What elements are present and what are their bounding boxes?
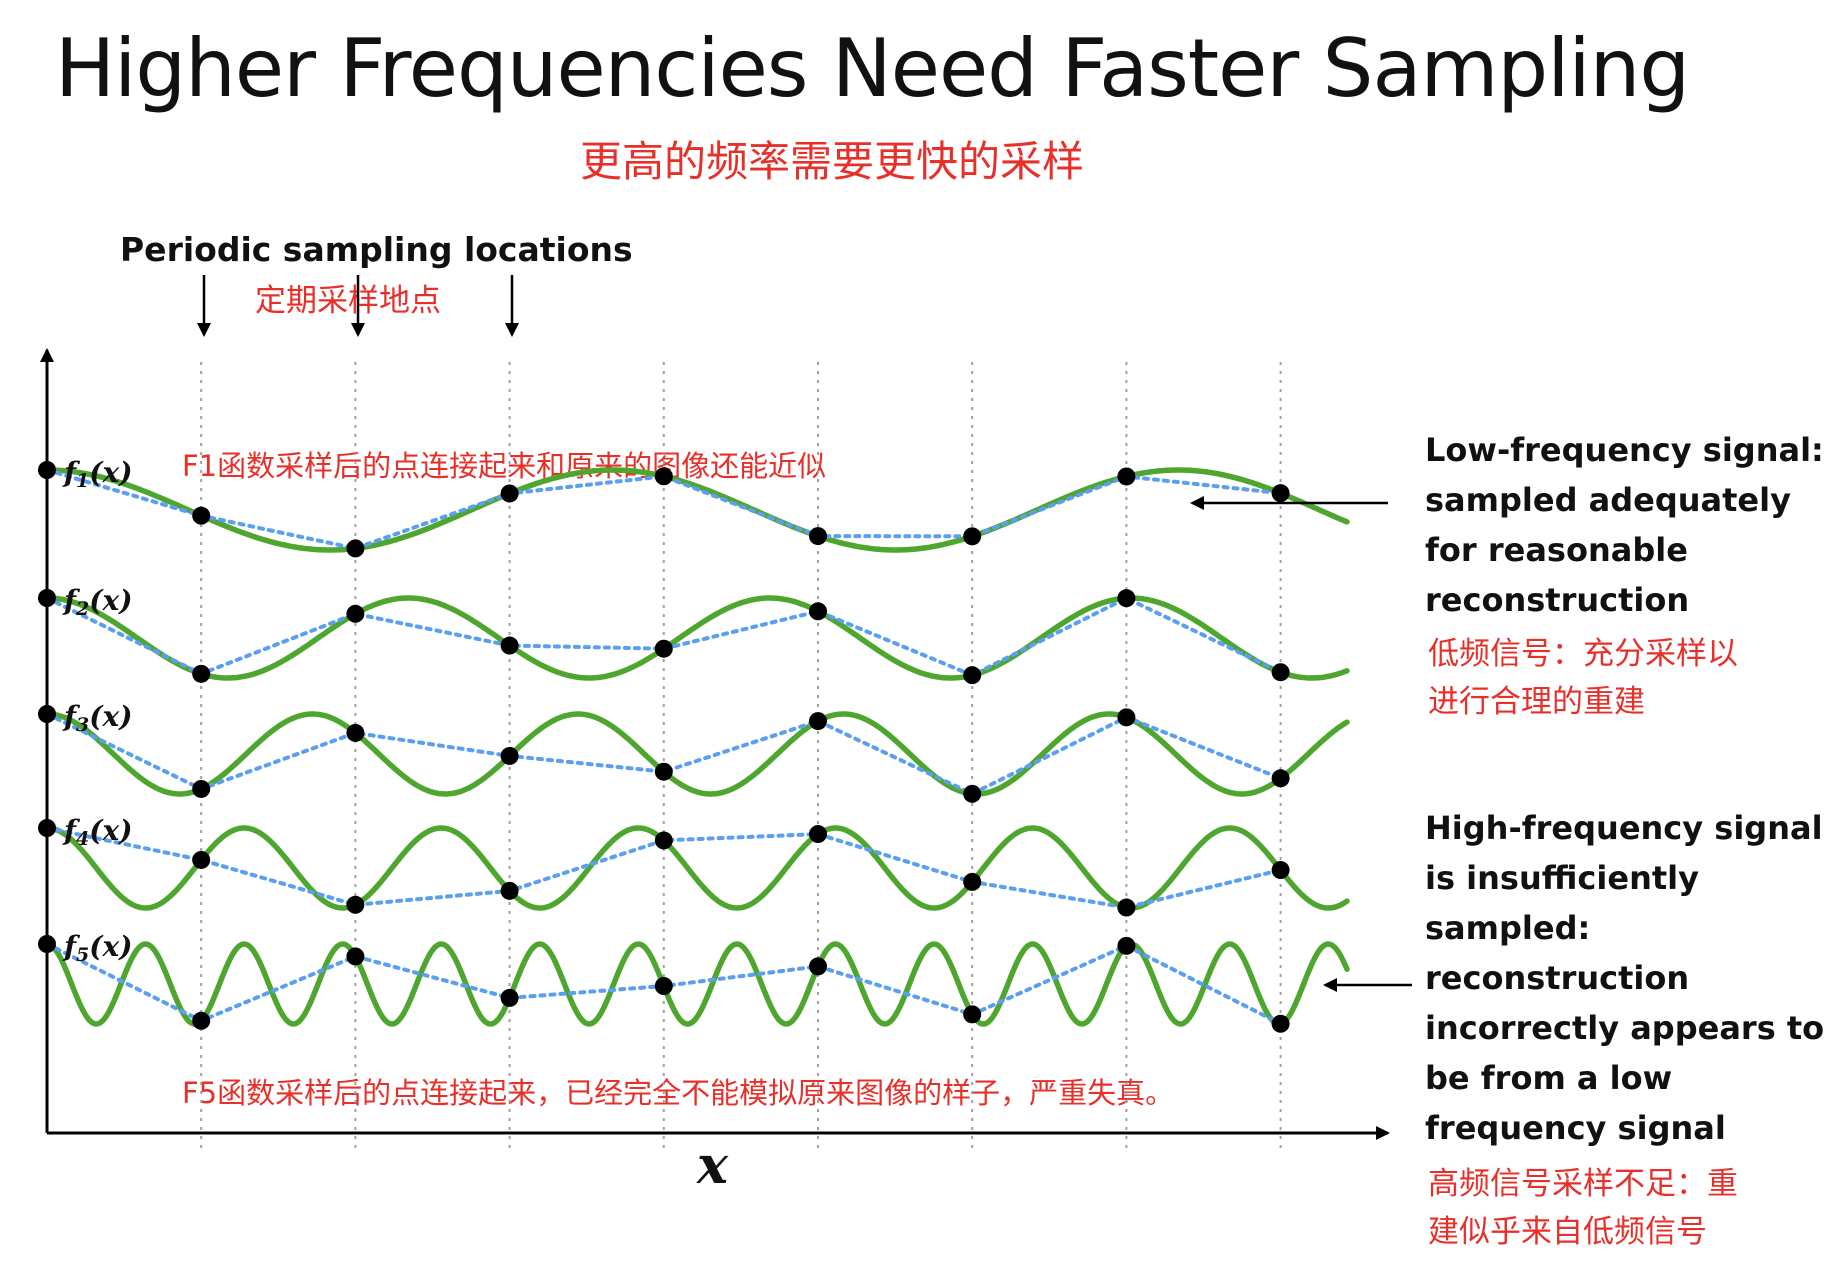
- sample-point: [1117, 936, 1136, 955]
- sample-point: [654, 831, 673, 850]
- sample-point: [809, 712, 827, 731]
- sample-point: [1117, 467, 1136, 486]
- sample-point: [1271, 663, 1290, 682]
- low-frequency-line: reconstruction: [1425, 581, 1690, 619]
- high-frequency-line: High-frequency signal: [1425, 809, 1823, 847]
- sample-point: [500, 881, 519, 900]
- sample-point: [346, 723, 365, 742]
- sample-point: [963, 784, 982, 803]
- low-frequency-description: Low-frequency signal: sampled adequately…: [1425, 425, 1824, 625]
- sample-point: [1117, 898, 1136, 917]
- sample-point: [346, 947, 365, 966]
- signal-curve-f5: [44, 941, 1350, 1027]
- high-frequency-description: High-frequency signal is insufficiently …: [1425, 803, 1824, 1153]
- sample-point: [500, 484, 519, 503]
- high-frequency-cn-line: 建似乎来自低频信号: [1428, 1214, 1707, 1250]
- high-frequency-cn-line: 高频信号采样不足：重: [1428, 1166, 1738, 1202]
- sample-point: [654, 467, 673, 486]
- sample-point: [963, 1005, 982, 1024]
- sample-point: [809, 602, 827, 621]
- low-frequency-line: Low-frequency signal:: [1425, 431, 1824, 469]
- low-frequency-line: for reasonable: [1425, 531, 1688, 569]
- sample-point: [346, 539, 365, 558]
- signal-label-f4: f4(x): [62, 814, 132, 850]
- sample-point: [654, 762, 673, 781]
- sample-point: [809, 527, 827, 546]
- sample-point: [809, 957, 827, 976]
- signal-label-f3: f3(x): [62, 700, 132, 736]
- sample-point: [654, 977, 673, 996]
- low-frequency-cn-line: 低频信号：充分采样以: [1428, 636, 1738, 672]
- sample-point: [192, 779, 211, 798]
- signal-curve-f3: [44, 711, 1350, 797]
- sample-point: [192, 1011, 211, 1030]
- sampling-locations-label: Periodic sampling locations: [120, 230, 633, 269]
- sample-point: [963, 527, 982, 546]
- sample-point: [1271, 769, 1290, 788]
- sample-point: [1117, 589, 1136, 608]
- sampling-locations-label-translation: 定期采样地点: [255, 283, 441, 319]
- sample-point: [963, 872, 982, 891]
- x-axis-label: x: [696, 1135, 729, 1196]
- page-title-translation: 更高的频率需要更快的采样: [580, 137, 1085, 186]
- signal-label-f1: f1(x): [62, 456, 132, 492]
- low-frequency-line: sampled adequately: [1425, 481, 1791, 519]
- sample-point: [192, 664, 211, 683]
- sample-point: [963, 666, 982, 685]
- signal-label-f5: f5(x): [62, 930, 132, 966]
- sample-point: [500, 988, 519, 1007]
- sample-point: [654, 639, 673, 658]
- sample-point: [1271, 484, 1290, 503]
- low-frequency-cn-line: 进行合理的重建: [1428, 684, 1645, 720]
- high-frequency-line: is insufficiently: [1425, 859, 1699, 897]
- sample-point: [500, 746, 519, 765]
- f1-annotation: F1函数采样后的点连接起来和原来的图像还能近似: [182, 449, 827, 483]
- sample-point: [809, 825, 827, 844]
- reconstruction-line-f2: [45, 595, 1283, 678]
- high-frequency-line: frequency signal: [1425, 1109, 1726, 1147]
- sample-point: [500, 636, 519, 655]
- sample-point: [1271, 1014, 1290, 1033]
- high-frequency-line: sampled:: [1425, 909, 1591, 947]
- sample-point: [346, 604, 365, 623]
- reconstruction-line-f3: [45, 712, 1283, 797]
- high-frequency-line: reconstruction: [1425, 959, 1690, 997]
- f5-annotation: F5函数采样后的点连接起来，已经完全不能模拟原来图像的样子，严重失真。: [182, 1076, 1175, 1110]
- low-frequency-description-translation: 低频信号：充分采样以 进行合理的重建: [1428, 630, 1738, 726]
- high-frequency-line: incorrectly appears to: [1425, 1009, 1824, 1047]
- sample-point: [1117, 708, 1136, 727]
- sample-point: [192, 850, 211, 869]
- high-frequency-line: be from a low: [1425, 1059, 1673, 1097]
- sample-point: [346, 895, 365, 914]
- sample-point: [1271, 861, 1290, 880]
- high-frequency-description-translation: 高频信号采样不足：重 建似乎来自低频信号: [1428, 1160, 1738, 1256]
- page-title: Higher Frequencies Need Faster Sampling: [55, 22, 1690, 115]
- reconstruction-line-f1: [45, 468, 1283, 551]
- sample-point: [192, 506, 211, 525]
- signal-label-f2: f2(x): [62, 584, 132, 620]
- signal-curve-f1: [44, 467, 1350, 553]
